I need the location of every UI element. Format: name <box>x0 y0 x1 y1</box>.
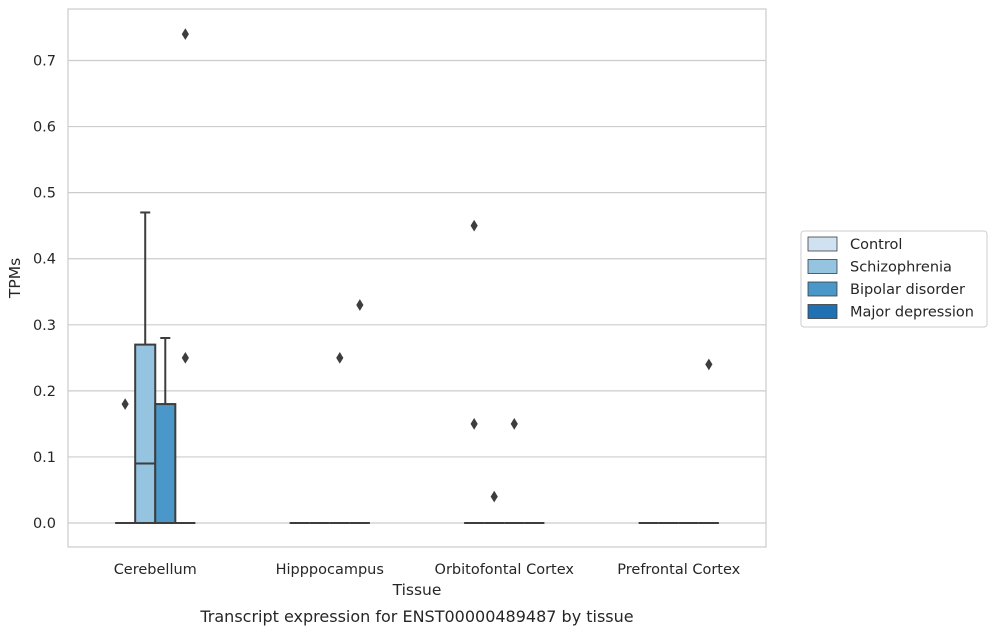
x-tick-label: Hipppocampus <box>276 562 384 578</box>
legend-frame <box>800 230 988 328</box>
plot-frame <box>67 8 767 548</box>
box-bipolar-disorder <box>329 351 350 524</box>
box-bipolar-disorder <box>504 418 525 524</box>
x-tick-label: Cerebellum <box>114 562 197 578</box>
outlier-point <box>356 299 364 311</box>
legend-entry-label: Bipolar disorder <box>850 282 965 298</box>
outlier-point <box>181 351 189 364</box>
y-tick-label: 0.4 <box>33 252 56 268</box>
y-tick-label: 0.5 <box>33 186 56 202</box>
x-tick-label: Orbitofontal Cortex <box>435 562 575 578</box>
outlier-point <box>121 398 129 410</box>
y-tick-label: 0.3 <box>33 318 56 334</box>
box-major-depression <box>175 28 196 524</box>
box-iqr <box>134 343 157 524</box>
y-axis-ticks: 0.0 0.1 0.2 0.3 0.4 0.5 0.6 0.7 <box>33 54 56 532</box>
x-axis-ticks: Cerebellum Hipppocampus Orbitofontal Corte… <box>114 562 741 578</box>
box-control <box>464 219 485 524</box>
y-tick-label: 0.2 <box>33 384 56 400</box>
box-groups <box>115 28 719 525</box>
x-tick-label: Prefrontal Cortex <box>617 562 740 578</box>
box-control <box>115 398 136 524</box>
outlier-point <box>510 418 518 430</box>
y-tick-label: 0.1 <box>33 450 56 466</box>
outlier-point <box>470 219 478 232</box>
legend-entry-label: Control <box>850 237 902 253</box>
outlier-point <box>470 418 478 430</box>
x-axis-label: Tissue <box>392 581 442 599</box>
outlier-point <box>181 28 189 40</box>
y-tick-label: 0.7 <box>33 54 56 70</box>
box-major-depression <box>698 358 719 524</box>
legend-swatch <box>807 304 838 319</box>
outlier-point <box>490 490 498 503</box>
outlier-point <box>336 351 344 364</box>
legend-entry-label: Schizophrenia <box>850 260 952 276</box>
legend-swatch <box>807 259 838 274</box>
legend-swatch <box>807 281 838 297</box>
legend-entry-label: Major depression <box>850 305 974 321</box>
legend-swatch <box>807 236 838 252</box>
y-axis-label: TPMs <box>6 258 24 299</box>
y-tick-label: 0.6 <box>33 120 56 136</box>
y-tick-label: 0.0 <box>33 516 56 532</box>
box-major-depression <box>349 299 370 524</box>
box-schizophrenia <box>484 490 505 524</box>
legend: Control Schizophrenia Bipolar disorder Majo… <box>800 230 988 328</box>
box-iqr <box>154 403 177 525</box>
box-bipolar-disorder <box>154 337 177 525</box>
chart-caption: Transcript expression for ENST0000048948… <box>199 607 633 626</box>
outlier-point <box>705 358 713 371</box>
